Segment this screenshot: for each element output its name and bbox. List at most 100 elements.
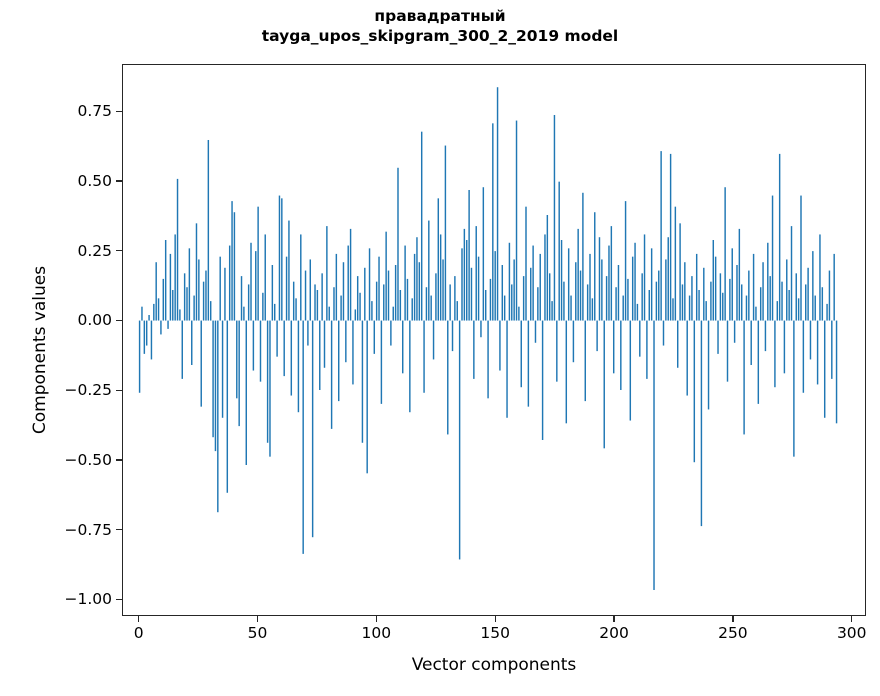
bar xyxy=(330,320,333,429)
x-tick-label: 250 xyxy=(718,624,748,642)
bar xyxy=(354,309,357,321)
bar xyxy=(174,234,176,321)
bar xyxy=(831,320,833,379)
bar xyxy=(390,320,392,346)
bar xyxy=(311,320,314,538)
bar xyxy=(309,259,312,321)
bar xyxy=(743,320,745,435)
bar xyxy=(812,251,814,321)
bar xyxy=(544,234,546,321)
bar xyxy=(264,234,266,321)
bar xyxy=(620,320,622,390)
bar xyxy=(608,245,610,321)
bar xyxy=(288,220,290,321)
bar xyxy=(413,253,416,321)
y-tick-mark xyxy=(116,250,122,252)
bar xyxy=(532,245,534,321)
bar xyxy=(451,320,454,352)
bar xyxy=(418,262,421,321)
bar xyxy=(525,206,527,321)
bar xyxy=(748,270,750,321)
bar xyxy=(430,295,432,321)
bar xyxy=(738,228,741,321)
bar xyxy=(565,320,568,424)
y-tick-label: −0.75 xyxy=(64,520,113,539)
bar xyxy=(584,320,586,402)
bar xyxy=(439,234,442,321)
y-tick-mark xyxy=(116,598,122,600)
bar xyxy=(475,226,477,321)
bar xyxy=(579,270,582,321)
bar xyxy=(653,320,655,590)
bar xyxy=(252,320,255,371)
bar xyxy=(669,153,672,321)
bar xyxy=(181,320,183,379)
bar xyxy=(589,253,591,321)
bar xyxy=(219,256,221,321)
bar xyxy=(762,262,764,321)
bar xyxy=(255,251,257,321)
bar xyxy=(302,320,304,554)
x-tick-label: 150 xyxy=(480,624,510,642)
bar xyxy=(624,201,627,321)
bar xyxy=(518,306,520,321)
bar xyxy=(477,256,480,321)
y-tick-mark xyxy=(116,319,122,322)
bar xyxy=(603,320,605,449)
bar xyxy=(238,320,240,427)
bar xyxy=(778,153,781,321)
bar xyxy=(833,253,835,321)
bar xyxy=(530,267,532,321)
bar xyxy=(658,270,660,321)
bar xyxy=(406,278,409,321)
x-tick-label: 200 xyxy=(599,624,629,642)
bar xyxy=(719,273,722,321)
bar xyxy=(273,303,276,321)
bar xyxy=(145,320,148,346)
bar xyxy=(790,226,793,321)
bar xyxy=(816,320,819,385)
bar xyxy=(527,320,530,407)
bar xyxy=(226,320,229,493)
bar xyxy=(674,206,677,321)
bar xyxy=(729,278,731,321)
bar xyxy=(473,320,475,379)
bar xyxy=(487,320,489,399)
bar xyxy=(767,242,769,321)
x-axis-label: Vector components xyxy=(411,655,577,675)
bar xyxy=(601,259,603,321)
bar xyxy=(214,320,217,452)
bar xyxy=(703,267,705,321)
y-tick-label: 0.25 xyxy=(77,241,112,260)
bar xyxy=(541,320,544,440)
bar xyxy=(570,295,572,321)
bar xyxy=(285,256,288,321)
bar xyxy=(700,320,703,527)
y-tick-label: 0.75 xyxy=(77,102,112,121)
bar xyxy=(710,281,712,321)
bar xyxy=(316,290,319,321)
bar xyxy=(688,295,691,321)
x-tick-mark xyxy=(613,616,615,622)
x-tick-mark xyxy=(256,616,259,622)
bar xyxy=(769,276,771,321)
bar xyxy=(793,320,795,457)
bar xyxy=(629,320,632,421)
bar xyxy=(676,320,679,368)
bar xyxy=(458,320,461,560)
bar xyxy=(202,281,205,321)
bar xyxy=(823,320,826,418)
bar xyxy=(546,215,549,321)
bar xyxy=(368,248,371,321)
bar xyxy=(511,284,513,321)
bar xyxy=(183,273,186,321)
bar xyxy=(326,226,328,321)
bar xyxy=(399,290,402,321)
bar xyxy=(221,320,224,418)
bar xyxy=(501,265,504,321)
bar xyxy=(594,212,596,321)
x-tick-mark xyxy=(732,616,734,622)
bar xyxy=(522,276,525,321)
bar xyxy=(217,320,219,513)
bar xyxy=(141,306,143,321)
